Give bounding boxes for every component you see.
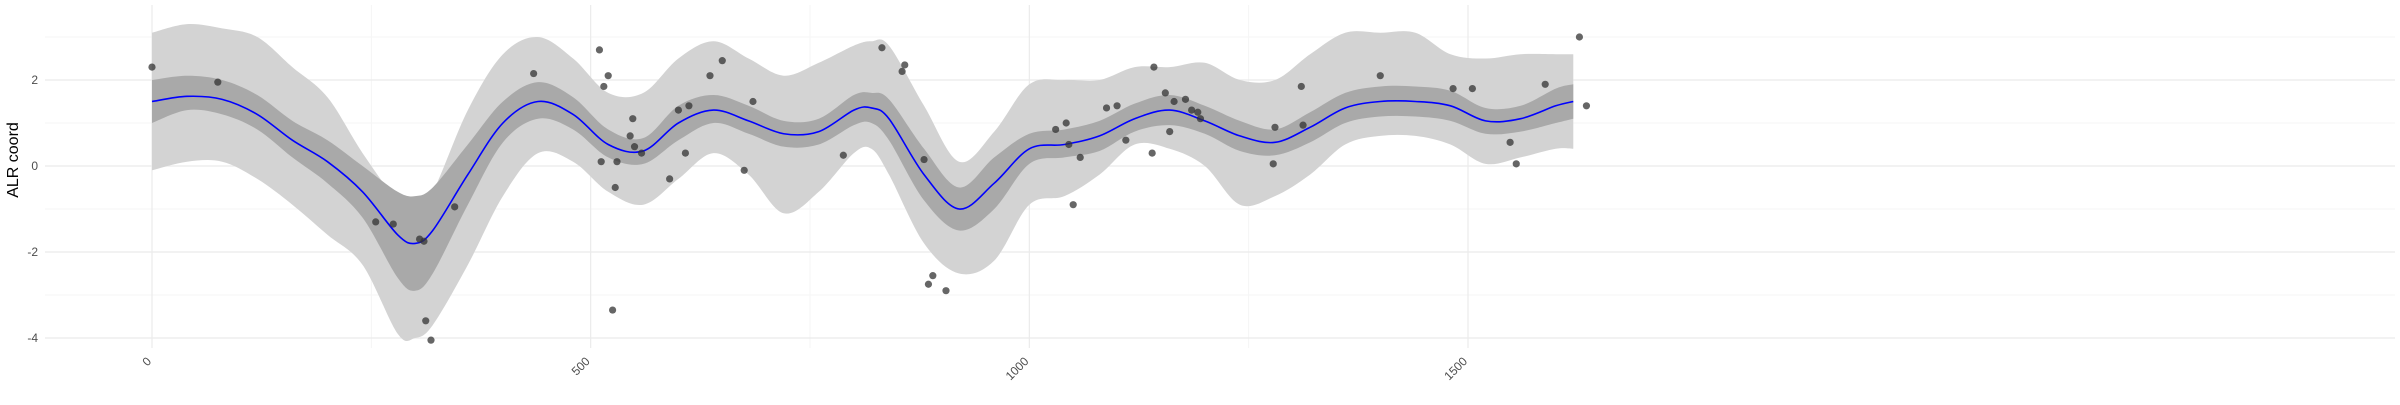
data-point: [148, 63, 156, 71]
data-point: [839, 151, 847, 159]
data-point: [422, 317, 430, 325]
data-point: [740, 166, 748, 174]
data-point: [611, 183, 619, 192]
y-tick-label: 2: [31, 73, 38, 87]
data-point: [929, 272, 937, 280]
data-point: [1065, 140, 1073, 149]
data-point: [1161, 89, 1169, 97]
data-point: [674, 106, 683, 114]
y-axis-title: ALR coord: [5, 122, 22, 198]
x-tick-label: 0: [139, 354, 154, 369]
data-point: [451, 203, 459, 211]
data-point: [626, 132, 634, 140]
data-point: [920, 155, 928, 164]
data-point: [600, 82, 608, 91]
line-layer: [151, 95, 1574, 245]
y-tick-label: -2: [27, 245, 38, 259]
inner-interval-band: [152, 75, 1574, 291]
data-point: [1062, 119, 1070, 127]
band-layer: [152, 23, 1574, 341]
data-point: [1575, 33, 1584, 41]
data-point: [681, 149, 690, 157]
x-tick-label: 1000: [1003, 354, 1032, 383]
data-point: [1181, 95, 1190, 103]
data-point: [1269, 160, 1277, 168]
data-point: [630, 143, 639, 151]
data-point: [427, 336, 435, 344]
data-point: [1271, 123, 1279, 131]
data-point: [1052, 125, 1060, 134]
data-point: [1468, 85, 1476, 93]
data-point: [214, 78, 222, 86]
data-point: [1299, 121, 1307, 129]
data-point: [718, 57, 726, 65]
data-point: [942, 287, 950, 295]
fit-line: [151, 95, 1574, 245]
y-tick-label: -4: [27, 331, 38, 345]
data-point: [637, 149, 646, 157]
data-point: [609, 306, 617, 314]
data-point: [1297, 82, 1305, 91]
data-point: [420, 237, 428, 245]
data-point: [898, 67, 906, 75]
data-point: [1506, 138, 1514, 146]
point-layer: [148, 33, 1591, 344]
data-point: [597, 158, 605, 166]
x-tick-label: 500: [569, 354, 593, 378]
data-point: [1076, 153, 1084, 161]
data-point: [1102, 104, 1111, 112]
data-point: [1170, 97, 1178, 106]
data-point: [1188, 106, 1196, 114]
data-point: [1376, 72, 1384, 80]
data-point: [924, 280, 933, 288]
data-point: [372, 218, 380, 226]
data-point: [685, 102, 693, 110]
data-point: [1512, 160, 1520, 168]
data-point: [666, 175, 674, 183]
data-point: [878, 44, 886, 52]
data-point: [604, 72, 612, 80]
data-point: [1148, 149, 1156, 157]
y-tick-label: 0: [31, 159, 38, 173]
data-point: [1196, 115, 1205, 123]
data-point: [1582, 102, 1591, 110]
data-point: [530, 69, 538, 78]
data-point: [1166, 128, 1174, 136]
data-point: [389, 220, 397, 228]
data-point: [1449, 85, 1457, 93]
data-point: [1541, 80, 1549, 88]
data-point: [901, 61, 909, 69]
data-point: [706, 72, 714, 80]
data-point: [613, 158, 621, 166]
data-point: [1122, 136, 1130, 144]
data-point: [1194, 108, 1202, 116]
data-point: [629, 115, 637, 123]
data-point: [1150, 63, 1158, 71]
data-point: [1069, 201, 1077, 209]
data-point: [1113, 102, 1121, 110]
data-point: [595, 46, 604, 54]
x-tick-label: 1500: [1441, 354, 1470, 383]
data-point: [749, 97, 757, 106]
